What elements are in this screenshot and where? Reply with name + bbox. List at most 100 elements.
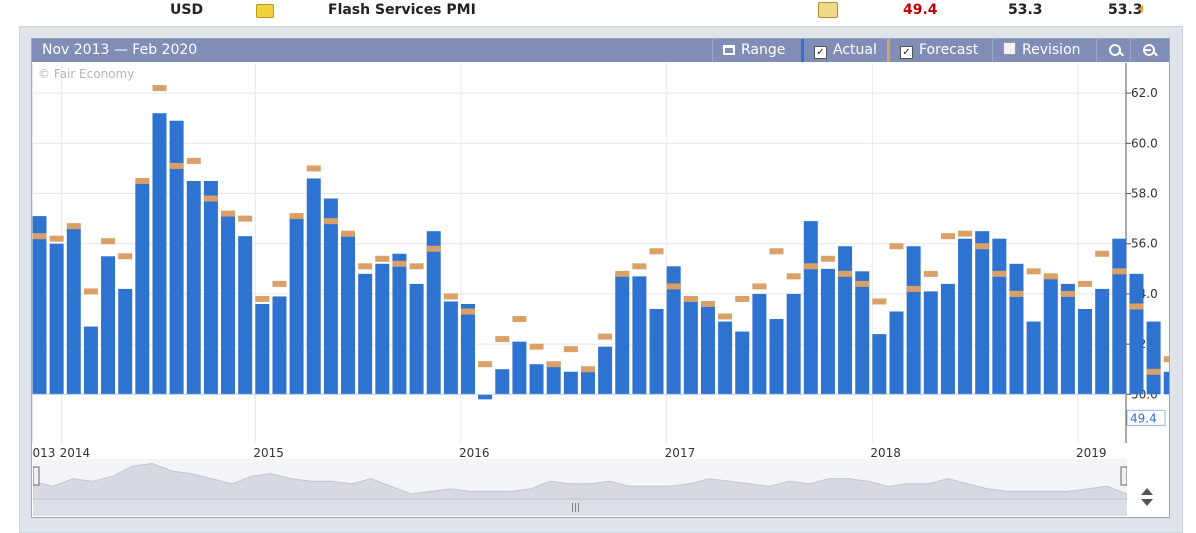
revision-toggle[interactable]: Revision — [992, 39, 1096, 62]
actual-bar — [769, 319, 784, 395]
horizontal-scrollbar[interactable]: ||| — [33, 499, 1127, 516]
currency-label: USD — [170, 2, 204, 18]
actual-bar — [358, 273, 373, 395]
actual-bar — [700, 306, 715, 395]
actual-label: Actual — [833, 42, 877, 58]
forecast-marker — [1129, 303, 1144, 310]
navigator-right-handle[interactable] — [1120, 466, 1128, 486]
actual-bar — [306, 178, 321, 395]
actual-bar — [1043, 276, 1058, 395]
actual-bar — [255, 303, 270, 395]
actual-bar — [598, 346, 613, 395]
forecast-marker — [563, 346, 578, 353]
orange-arrow-icon — [1138, 5, 1143, 13]
forecast-marker — [598, 333, 613, 340]
forecast-marker — [1026, 268, 1041, 275]
actual-bar — [478, 394, 493, 400]
actual-bar — [838, 246, 853, 395]
actual-bar — [203, 180, 218, 395]
forecast-marker — [1078, 280, 1093, 287]
forecast-marker — [700, 300, 715, 307]
y-tick-label: 56.0 — [1131, 237, 1158, 251]
forecast-checkbox[interactable]: ✓ — [900, 46, 913, 59]
chevron-down-icon[interactable] — [1141, 499, 1153, 506]
actual-bar — [632, 276, 647, 395]
revision-label: Revision — [1022, 42, 1081, 58]
forecast-marker — [1095, 250, 1110, 257]
chevron-up-icon[interactable] — [1141, 488, 1153, 495]
x-tick-label: 013 — [33, 446, 56, 459]
forecast-marker — [718, 313, 733, 320]
forecast-marker — [512, 316, 527, 323]
actual-bar — [221, 211, 236, 395]
zoom-in-icon — [1109, 44, 1121, 56]
forecast-marker — [1146, 368, 1161, 375]
vertical-stepper[interactable] — [1140, 486, 1154, 508]
forecast-marker — [803, 263, 818, 270]
forecast-marker — [992, 270, 1007, 277]
actual-value: 49.4 — [903, 2, 938, 18]
navigator-area — [32, 462, 1128, 500]
navigator-panel[interactable] — [32, 459, 1128, 500]
actual-checkbox[interactable]: ✓ — [814, 46, 827, 59]
y-tick-label: 62.0 — [1131, 86, 1158, 100]
y-tick-label: 58.0 — [1131, 187, 1158, 201]
range-button[interactable]: Range — [712, 39, 801, 62]
forecast-marker — [872, 298, 887, 305]
forecast-marker — [1009, 290, 1024, 297]
forecast-marker — [769, 248, 784, 255]
zoom-in-button[interactable] — [1096, 39, 1131, 62]
navigator-left-handle[interactable] — [32, 466, 40, 486]
forecast-marker — [323, 218, 338, 225]
actual-bar — [375, 263, 390, 395]
calendar-icon — [723, 45, 735, 55]
forecast-marker — [66, 223, 81, 230]
actual-bar — [118, 288, 133, 395]
zoom-out-icon — [1143, 44, 1155, 56]
x-tick-label: 2015 — [253, 446, 284, 459]
forecast-marker — [1043, 273, 1058, 280]
actual-bar — [940, 283, 955, 395]
actual-bar — [855, 271, 870, 395]
x-tick-label: 2019 — [1076, 446, 1107, 459]
event-title[interactable]: Flash Services PMI — [328, 2, 476, 18]
last-value-box — [1126, 409, 1166, 426]
actual-bar — [718, 321, 733, 395]
yellow-impact-icon — [256, 4, 274, 18]
folder-detail-icon[interactable] — [818, 2, 838, 18]
forecast-marker — [975, 243, 990, 250]
forecast-marker — [358, 263, 373, 270]
actual-bar — [615, 273, 630, 395]
zoom-out-button[interactable] — [1130, 39, 1165, 62]
actual-bar — [443, 301, 458, 395]
forecast-marker — [101, 238, 116, 245]
actual-bar — [238, 236, 253, 395]
forecast-value: 53.3 — [1008, 2, 1043, 18]
forecast-marker — [838, 270, 853, 277]
forecast-marker — [632, 263, 647, 270]
actual-bar — [992, 238, 1007, 395]
forecast-marker — [426, 245, 441, 252]
forecast-marker — [615, 270, 630, 277]
forecast-marker — [135, 177, 150, 184]
revision-checkbox[interactable] — [1003, 42, 1016, 55]
actual-bar — [289, 218, 304, 395]
scroll-grip-icon[interactable]: ||| — [571, 503, 581, 513]
actual-toggle[interactable]: ✓ Actual — [801, 39, 887, 62]
actual-bar — [975, 231, 990, 395]
actual-bar — [461, 303, 475, 395]
actual-bar — [186, 180, 201, 395]
actual-bar — [49, 243, 64, 395]
forecast-marker — [272, 280, 287, 287]
actual-bar — [101, 256, 116, 395]
actual-bar — [323, 198, 338, 395]
forecast-toggle[interactable]: ✓ Forecast — [887, 39, 992, 62]
previous-value: 53.3 — [1108, 2, 1143, 18]
forecast-marker — [666, 283, 681, 290]
actual-bar — [152, 113, 167, 395]
actual-bar — [1060, 283, 1075, 395]
actual-bar — [529, 364, 544, 395]
forecast-marker — [49, 235, 64, 242]
forecast-marker — [546, 361, 561, 368]
